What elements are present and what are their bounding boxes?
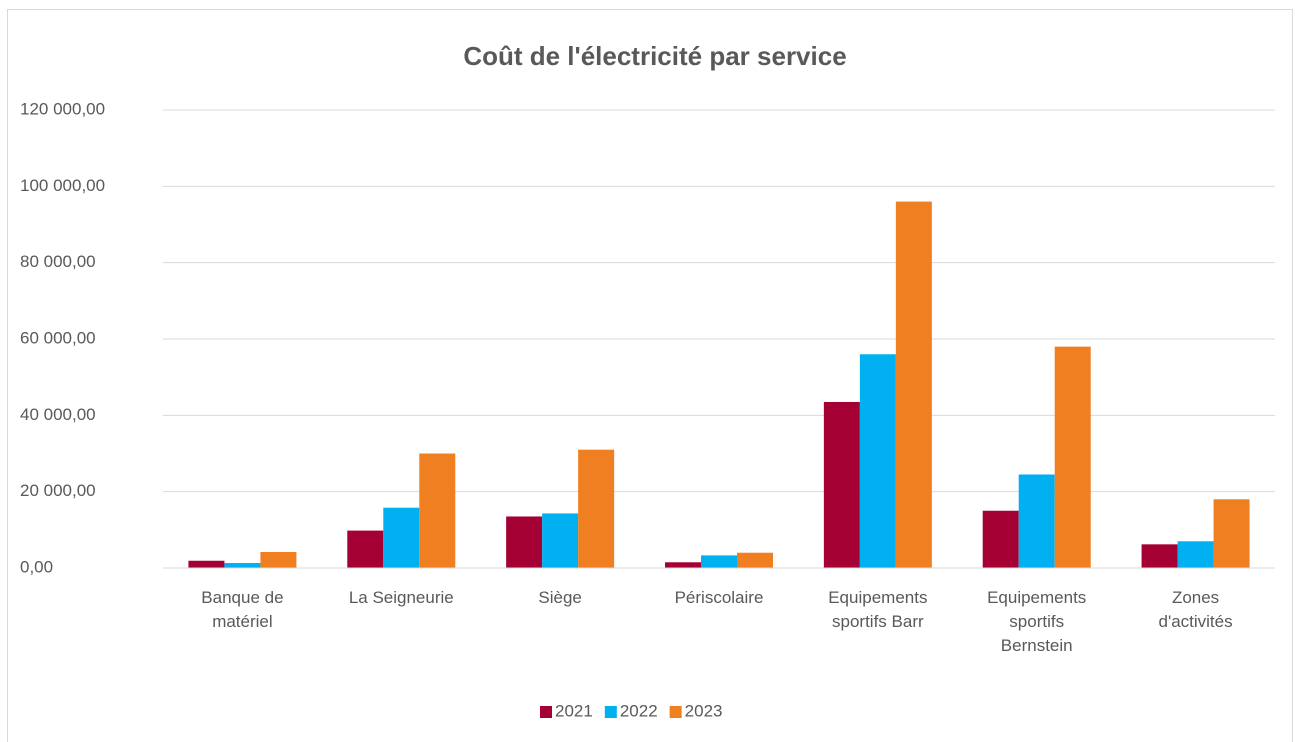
bar xyxy=(224,563,261,568)
bar xyxy=(823,401,860,568)
bar xyxy=(895,201,932,568)
legend-label: 2023 xyxy=(685,701,723,720)
legend-swatch xyxy=(604,706,617,718)
bar xyxy=(737,552,773,568)
bar xyxy=(419,453,456,568)
bar xyxy=(506,516,543,568)
chart-title: Coût de l'électricité par service xyxy=(463,41,846,71)
x-tick-label: Périscolaire xyxy=(674,588,764,607)
y-tick-label: 120 000,00 xyxy=(20,99,105,118)
bar xyxy=(578,449,615,568)
y-tick-label: 100 000,00 xyxy=(20,176,105,195)
bar xyxy=(347,530,384,568)
legend-swatch xyxy=(669,706,682,718)
bar xyxy=(982,510,1019,568)
bar xyxy=(701,555,737,568)
legend-swatch xyxy=(540,706,552,718)
legend-label: 2021 xyxy=(555,701,593,720)
bar xyxy=(1054,346,1091,568)
y-tick-label: 80 000,00 xyxy=(20,252,96,271)
x-tick-label: Equipements sportifs Barr xyxy=(828,588,928,631)
x-tick-label: La Seigneurie xyxy=(348,588,454,607)
bar xyxy=(859,354,896,568)
x-tick-label: Banque de matériel xyxy=(201,588,284,631)
y-tick-label: 40 000,00 xyxy=(20,405,96,424)
bar xyxy=(1018,474,1055,568)
x-tick-label: Zones d'activités xyxy=(1158,588,1233,631)
bar xyxy=(665,562,701,568)
bar xyxy=(260,551,297,568)
y-tick-label: 60 000,00 xyxy=(20,328,96,347)
bar xyxy=(1213,499,1250,568)
bar xyxy=(542,513,579,568)
bar xyxy=(188,560,225,568)
legend-label: 2022 xyxy=(620,701,658,720)
x-tick-label: Siège xyxy=(538,588,582,607)
y-tick-label: 20 000,00 xyxy=(20,481,96,500)
bar xyxy=(1141,544,1178,568)
x-tick-label: Equipements sportifs Bernstein xyxy=(987,588,1087,655)
bar xyxy=(383,507,420,568)
bar xyxy=(1177,541,1214,568)
y-tick-label: 0,00 xyxy=(20,557,53,576)
